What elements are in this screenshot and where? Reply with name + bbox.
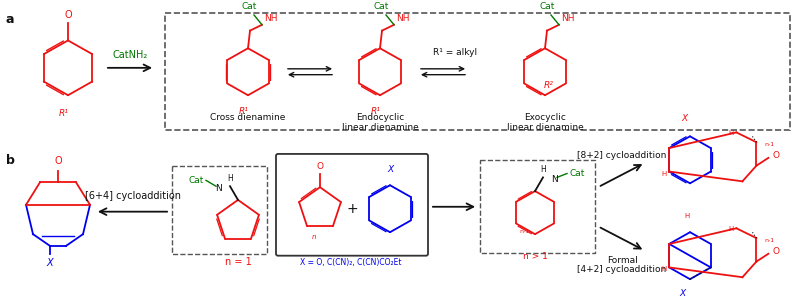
Text: X = O, C(CN)₂, C(CN)CO₂Et: X = O, C(CN)₂, C(CN)CO₂Et <box>300 258 402 267</box>
Text: [8+2] cycloaddition: [8+2] cycloaddition <box>578 151 666 160</box>
Text: n-1: n-1 <box>765 237 774 242</box>
Text: R¹: R¹ <box>371 107 381 116</box>
Text: Cat: Cat <box>539 2 554 11</box>
Text: n-1: n-1 <box>519 229 529 234</box>
Text: [6+4] cycloaddition: [6+4] cycloaddition <box>85 191 181 201</box>
Text: Endocyclic: Endocyclic <box>356 113 404 122</box>
Text: Cat: Cat <box>374 2 390 11</box>
Text: H: H <box>684 213 690 219</box>
Text: O: O <box>317 161 323 170</box>
Text: Cat: Cat <box>569 169 584 178</box>
Text: n: n <box>312 234 317 240</box>
Text: H: H <box>728 130 734 136</box>
Text: n > 1: n > 1 <box>522 252 547 261</box>
Text: Cat: Cat <box>242 2 258 11</box>
Text: X: X <box>387 164 393 173</box>
Text: +: + <box>346 202 358 216</box>
Text: X: X <box>681 114 687 123</box>
Text: R¹: R¹ <box>239 107 249 116</box>
Text: O: O <box>54 156 62 166</box>
Text: H: H <box>728 226 734 232</box>
Text: R¹ = alkyl: R¹ = alkyl <box>433 48 477 57</box>
Text: O: O <box>64 10 72 20</box>
Text: NH: NH <box>396 14 410 23</box>
Text: linear dienamine: linear dienamine <box>342 123 418 132</box>
Text: H: H <box>661 170 666 176</box>
Text: X: X <box>679 289 685 298</box>
Text: CatNH₂: CatNH₂ <box>112 50 148 60</box>
Text: N: N <box>551 175 558 184</box>
Text: n = 1: n = 1 <box>225 257 251 267</box>
Text: Cross dienamine: Cross dienamine <box>210 113 286 122</box>
Text: N: N <box>215 184 222 193</box>
Text: n-1: n-1 <box>765 142 774 147</box>
Text: O: O <box>773 151 779 160</box>
Text: H: H <box>540 165 546 175</box>
Text: Cat: Cat <box>189 176 204 185</box>
Text: O: O <box>773 247 779 256</box>
Text: b: b <box>6 154 15 167</box>
Text: R¹: R¹ <box>59 109 69 118</box>
Text: Exocyclic: Exocyclic <box>524 113 566 122</box>
Text: H: H <box>661 266 666 272</box>
Text: NH: NH <box>561 14 574 23</box>
Text: Formal: Formal <box>606 256 638 265</box>
Text: [4+2] cycloaddition: [4+2] cycloaddition <box>578 266 666 274</box>
Text: H: H <box>227 174 233 183</box>
Text: NH: NH <box>264 14 278 23</box>
Text: a: a <box>6 13 14 26</box>
Text: X: X <box>46 258 54 268</box>
Text: linear dienamine: linear dienamine <box>506 123 583 132</box>
Text: R²: R² <box>544 81 554 90</box>
